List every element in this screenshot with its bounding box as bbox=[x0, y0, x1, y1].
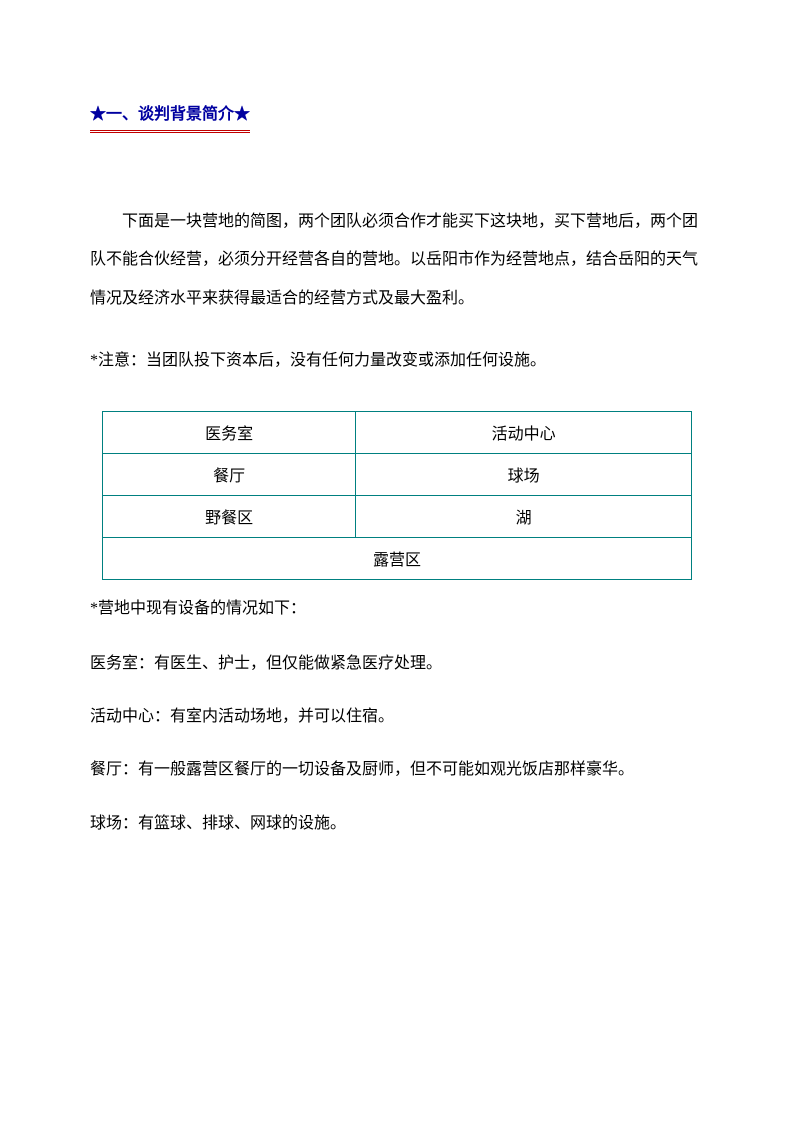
equipment-intro: *营地中现有设备的情况如下： bbox=[90, 590, 704, 628]
table-row: 餐厅 球场 bbox=[103, 453, 692, 495]
intro-paragraph: 下面是一块营地的简图，两个团队必须合作才能买下这块地，买下营地后，两个团队不能合… bbox=[90, 203, 704, 318]
table-row: 野餐区 湖 bbox=[103, 495, 692, 537]
equipment-medical: 医务室：有医生、护士，但仅能做紧急医疗处理。 bbox=[90, 646, 704, 681]
note-paragraph: *注意：当团队投下资本后，没有任何力量改变或添加任何设施。 bbox=[90, 342, 704, 380]
table-row: 露营区 bbox=[103, 537, 692, 579]
equipment-restaurant: 餐厅：有一般露营区餐厅的一切设备及厨师，但不可能如观光饭店那样豪华。 bbox=[90, 752, 704, 787]
camp-layout-table: 医务室 活动中心 餐厅 球场 野餐区 湖 露营区 bbox=[102, 411, 692, 580]
table-cell-activity: 活动中心 bbox=[356, 411, 692, 453]
section-title: ★一、谈判背景简介★ bbox=[90, 100, 250, 133]
table-cell-picnic: 野餐区 bbox=[103, 495, 356, 537]
equipment-activity: 活动中心：有室内活动场地，并可以住宿。 bbox=[90, 699, 704, 734]
table-row: 医务室 活动中心 bbox=[103, 411, 692, 453]
equipment-court: 球场：有篮球、排球、网球的设施。 bbox=[90, 806, 704, 841]
table-cell-court: 球场 bbox=[356, 453, 692, 495]
table-cell-camping: 露营区 bbox=[103, 537, 692, 579]
table-cell-medical: 医务室 bbox=[103, 411, 356, 453]
table-cell-restaurant: 餐厅 bbox=[103, 453, 356, 495]
table-cell-lake: 湖 bbox=[356, 495, 692, 537]
